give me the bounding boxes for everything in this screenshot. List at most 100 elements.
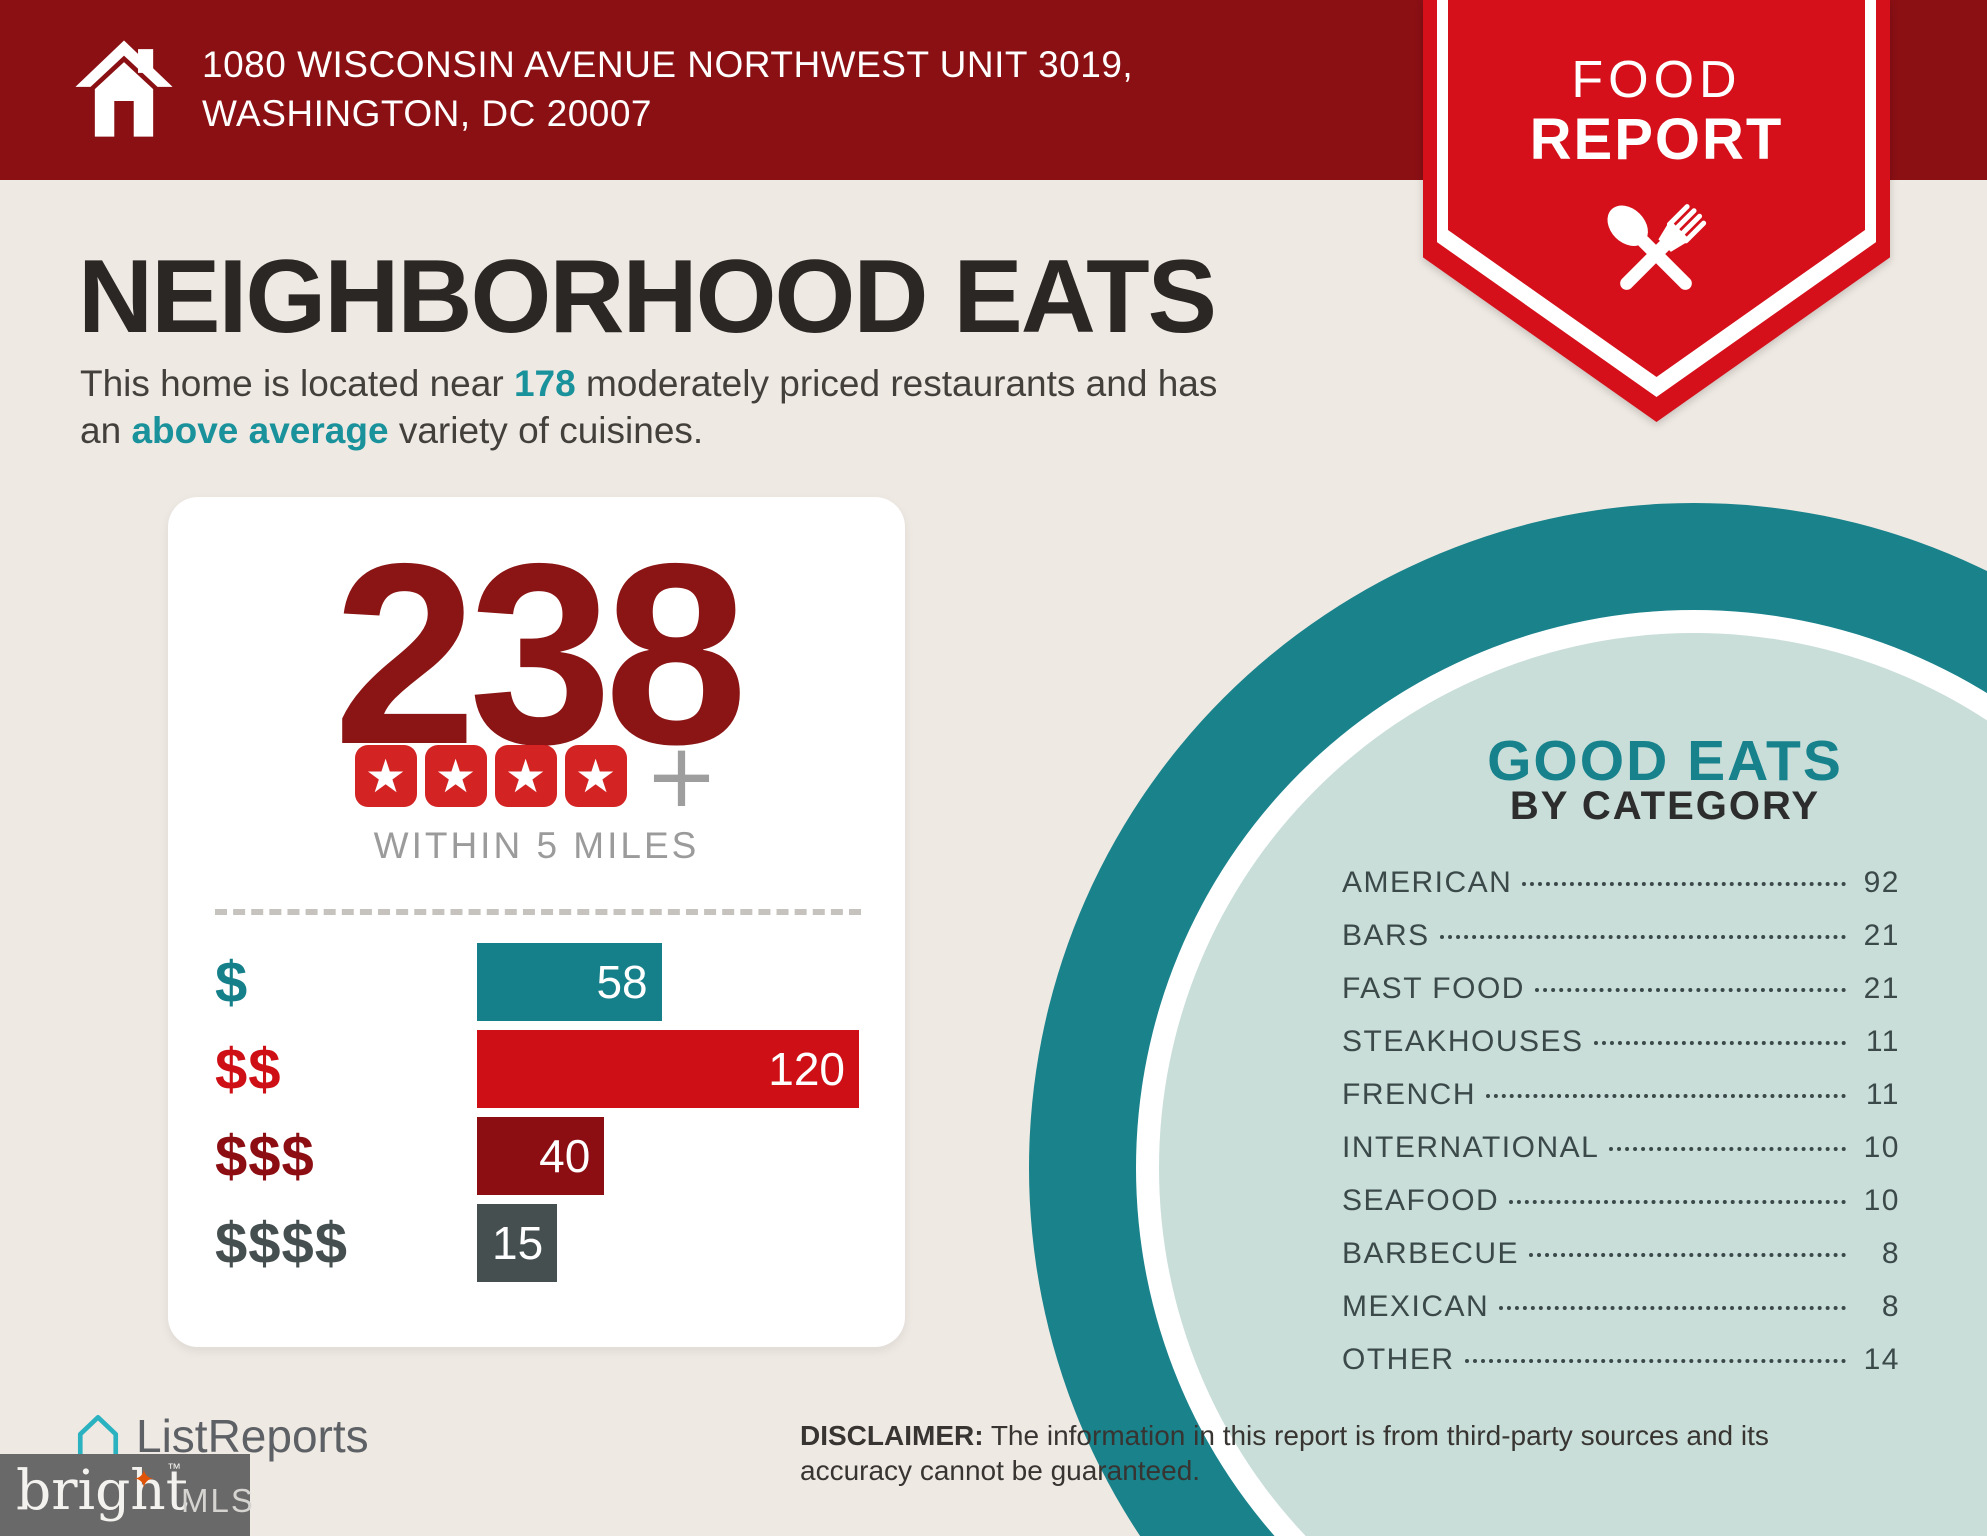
dot-leader — [1499, 1306, 1846, 1310]
price-bar-row: $$ 120 — [215, 1030, 861, 1108]
category-row: BARBECUE 8 — [1342, 1237, 1900, 1277]
category-row: STEAKHOUSES 11 — [1342, 1025, 1900, 1065]
price-tier-label: $$$$ — [215, 1210, 349, 1276]
category-row: MEXICAN 8 — [1342, 1290, 1900, 1330]
category-label: BARS — [1342, 919, 1430, 952]
category-row: INTERNATIONAL 10 — [1342, 1131, 1900, 1171]
category-label: SEAFOOD — [1342, 1184, 1500, 1217]
dot-leader — [1593, 1041, 1846, 1045]
home-icon — [75, 40, 173, 137]
address-line-1: 1080 WISCONSIN AVENUE NORTHWEST UNIT 301… — [202, 44, 1134, 85]
disclaimer-text: The information in this report is from t… — [800, 1420, 1769, 1486]
category-value: 11 — [1865, 1078, 1900, 1111]
price-bar: 15 — [477, 1204, 558, 1282]
dot-leader — [1534, 988, 1846, 992]
price-bar-track: 15 — [477, 1204, 859, 1282]
category-label: STEAKHOUSES — [1342, 1025, 1584, 1058]
restaurant-stat-card: 238 ★ ★ ★ ★ + WITHIN 5 MILES $58 $$ 120 $$$ 40 $$… — [168, 497, 905, 1347]
category-row: BARS 21 — [1342, 919, 1900, 959]
category-value: 14 — [1863, 1343, 1900, 1376]
price-bar-row: $58 — [215, 943, 861, 1021]
dot-leader — [1439, 935, 1846, 939]
price-bar-track: 120 — [477, 1030, 859, 1108]
category-label: AMERICAN — [1342, 866, 1513, 899]
subtitle-text: variety of cuisines. — [388, 410, 704, 451]
address-line-2: WASHINGTON, DC 20007 — [202, 93, 653, 134]
price-bar-value: 15 — [492, 1217, 544, 1269]
subtitle-text: This home is located near — [80, 363, 514, 404]
category-value: 10 — [1863, 1131, 1900, 1164]
restaurant-count-highlight: 178 — [513, 363, 576, 404]
price-bar: 120 — [477, 1030, 859, 1108]
plus-icon: + — [644, 724, 719, 827]
category-value: 21 — [1863, 972, 1900, 1005]
category-value: 11 — [1865, 1025, 1900, 1058]
subtitle: This home is located near 178 moderately… — [80, 360, 1250, 454]
badge-title-line2: REPORT — [1529, 107, 1784, 172]
category-list: AMERICAN 92 BARS 21 FAST FOOD 21 STEAKHOUSES 11… — [1342, 866, 1900, 1396]
category-row: SEAFOOD 10 — [1342, 1184, 1900, 1224]
trademark-symbol: ™ — [167, 1460, 181, 1476]
price-bar-track: 40 — [477, 1117, 859, 1195]
price-bar-row: $$$ 40 — [215, 1117, 861, 1195]
variety-highlight: above average — [131, 410, 389, 451]
rating-row: ★ ★ ★ ★ + — [168, 724, 905, 827]
dot-leader — [1486, 1094, 1846, 1098]
price-bar-value: 58 — [596, 956, 648, 1008]
subtitle-text: moderately priced restaurants and has an — [80, 363, 1218, 451]
category-value: 8 — [1881, 1237, 1900, 1270]
dot-leader — [1529, 1253, 1846, 1257]
dot-leader — [1464, 1359, 1846, 1363]
category-label: OTHER — [1342, 1343, 1455, 1376]
crossed-spoon-fork-icon — [1607, 204, 1707, 290]
bright-wordmark: bright — [16, 1458, 188, 1522]
price-bar-value: 40 — [539, 1130, 591, 1182]
page-title: NEIGHBORHOOD EATS — [78, 239, 1217, 355]
price-bar-row: $$$$ 15 — [215, 1204, 861, 1282]
category-label: BARBECUE — [1342, 1237, 1520, 1270]
price-tier-label: $$$ — [215, 1123, 315, 1189]
category-label: MEXICAN — [1342, 1290, 1490, 1323]
listreports-logo: ListReports — [70, 1408, 369, 1464]
price-tier-label: $ — [215, 949, 249, 1015]
category-value: 21 — [1863, 919, 1900, 952]
category-value: 92 — [1863, 866, 1900, 899]
category-label: INTERNATIONAL — [1342, 1131, 1600, 1164]
category-label: FAST FOOD — [1342, 972, 1525, 1005]
badge-title-line1: FOOD — [1571, 51, 1742, 109]
price-bar: 58 — [477, 943, 662, 1021]
total-restaurants-number: 238 — [333, 509, 747, 798]
category-row: FRENCH 11 — [1342, 1078, 1900, 1118]
good-eats-subtitle: BY CATEGORY — [1509, 784, 1821, 828]
category-row: OTHER 14 — [1342, 1343, 1900, 1383]
dashed-divider — [215, 909, 861, 915]
bright-mls-logo: bright ✦ ™ MLS — [0, 1454, 253, 1536]
price-bar: 40 — [477, 1117, 605, 1195]
price-tier-bar-chart: $58 $$ 120 $$$ 40 $$$$ 15 — [215, 943, 861, 1291]
yelp-star-icon: ★ — [354, 745, 417, 807]
dot-leader — [1609, 1147, 1846, 1151]
price-tier-label: $$ — [215, 1036, 282, 1102]
yelp-star-icon: ★ — [564, 745, 627, 807]
property-address: 1080 WISCONSIN AVENUE NORTHWEST UNIT 301… — [202, 40, 1133, 138]
category-value: 10 — [1863, 1184, 1900, 1217]
category-value: 8 — [1881, 1290, 1900, 1323]
price-bar-track: 58 — [477, 943, 859, 1021]
category-label: FRENCH — [1342, 1078, 1476, 1111]
good-eats-title: GOOD EATS — [1487, 729, 1843, 793]
dot-leader — [1509, 1200, 1846, 1204]
disclaimer-label: DISCLAIMER: — [800, 1420, 984, 1451]
yelp-star-icon: ★ — [424, 745, 487, 807]
category-row: AMERICAN 92 — [1342, 866, 1900, 906]
disclaimer: DISCLAIMER: The information in this repo… — [800, 1418, 1830, 1488]
yelp-star-icon: ★ — [494, 745, 557, 807]
listreports-wordmark: ListReports — [136, 1410, 369, 1462]
mls-wordmark: MLS — [181, 1482, 255, 1519]
price-bar-value: 120 — [768, 1043, 845, 1095]
category-row: FAST FOOD 21 — [1342, 972, 1900, 1012]
food-report-badge: FOOD REPORT — [1423, 0, 1890, 422]
dot-leader — [1522, 882, 1846, 886]
bright-sparkle-icon: ✦ — [133, 1464, 155, 1494]
radius-label: WITHIN 5 MILES — [373, 825, 700, 866]
